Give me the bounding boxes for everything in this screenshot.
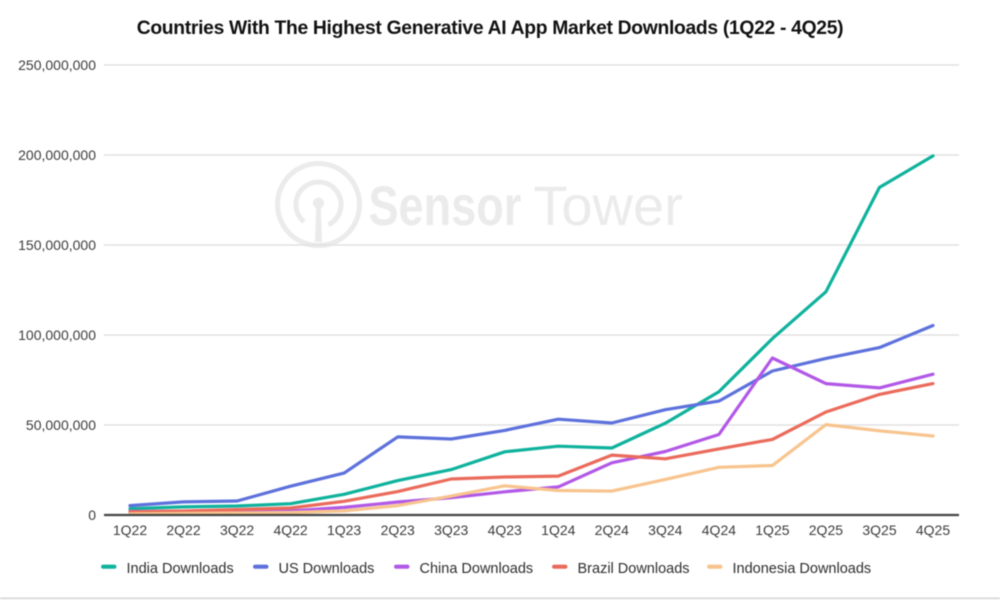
svg-text:150,000,000: 150,000,000	[18, 237, 96, 253]
svg-text:2Q22: 2Q22	[166, 522, 200, 538]
svg-text:250,000,000: 250,000,000	[18, 57, 96, 73]
svg-text:100,000,000: 100,000,000	[18, 327, 96, 343]
svg-text:Brazil Downloads: Brazil Downloads	[578, 561, 690, 577]
svg-text:3Q24: 3Q24	[648, 522, 682, 538]
svg-text:4Q22: 4Q22	[273, 522, 307, 538]
svg-text:1Q24: 1Q24	[541, 522, 575, 538]
svg-text:China Downloads: China Downloads	[420, 561, 534, 577]
svg-text:Indonesia Downloads: Indonesia Downloads	[733, 561, 872, 577]
svg-text:Tower: Tower	[533, 174, 682, 237]
svg-text:India Downloads: India Downloads	[127, 561, 234, 577]
svg-text:0: 0	[88, 507, 96, 523]
svg-text:50,000,000: 50,000,000	[26, 417, 96, 433]
svg-text:Sensor: Sensor	[368, 174, 521, 237]
svg-text:US Downloads: US Downloads	[279, 561, 375, 577]
svg-text:3Q22: 3Q22	[220, 522, 254, 538]
svg-text:2Q23: 2Q23	[381, 522, 415, 538]
svg-text:4Q25: 4Q25	[916, 522, 950, 538]
svg-text:1Q23: 1Q23	[327, 522, 361, 538]
svg-text:2Q24: 2Q24	[595, 522, 629, 538]
svg-text:200,000,000: 200,000,000	[18, 147, 96, 163]
svg-text:3Q25: 3Q25	[862, 522, 896, 538]
svg-text:4Q23: 4Q23	[488, 522, 522, 538]
svg-text:2Q25: 2Q25	[809, 522, 843, 538]
svg-text:1Q22: 1Q22	[113, 522, 147, 538]
svg-text:4Q24: 4Q24	[702, 522, 736, 538]
svg-text:Countries With The Highest Gen: Countries With The Highest Generative AI…	[137, 18, 844, 39]
svg-text:1Q25: 1Q25	[755, 522, 789, 538]
svg-text:3Q23: 3Q23	[434, 522, 468, 538]
